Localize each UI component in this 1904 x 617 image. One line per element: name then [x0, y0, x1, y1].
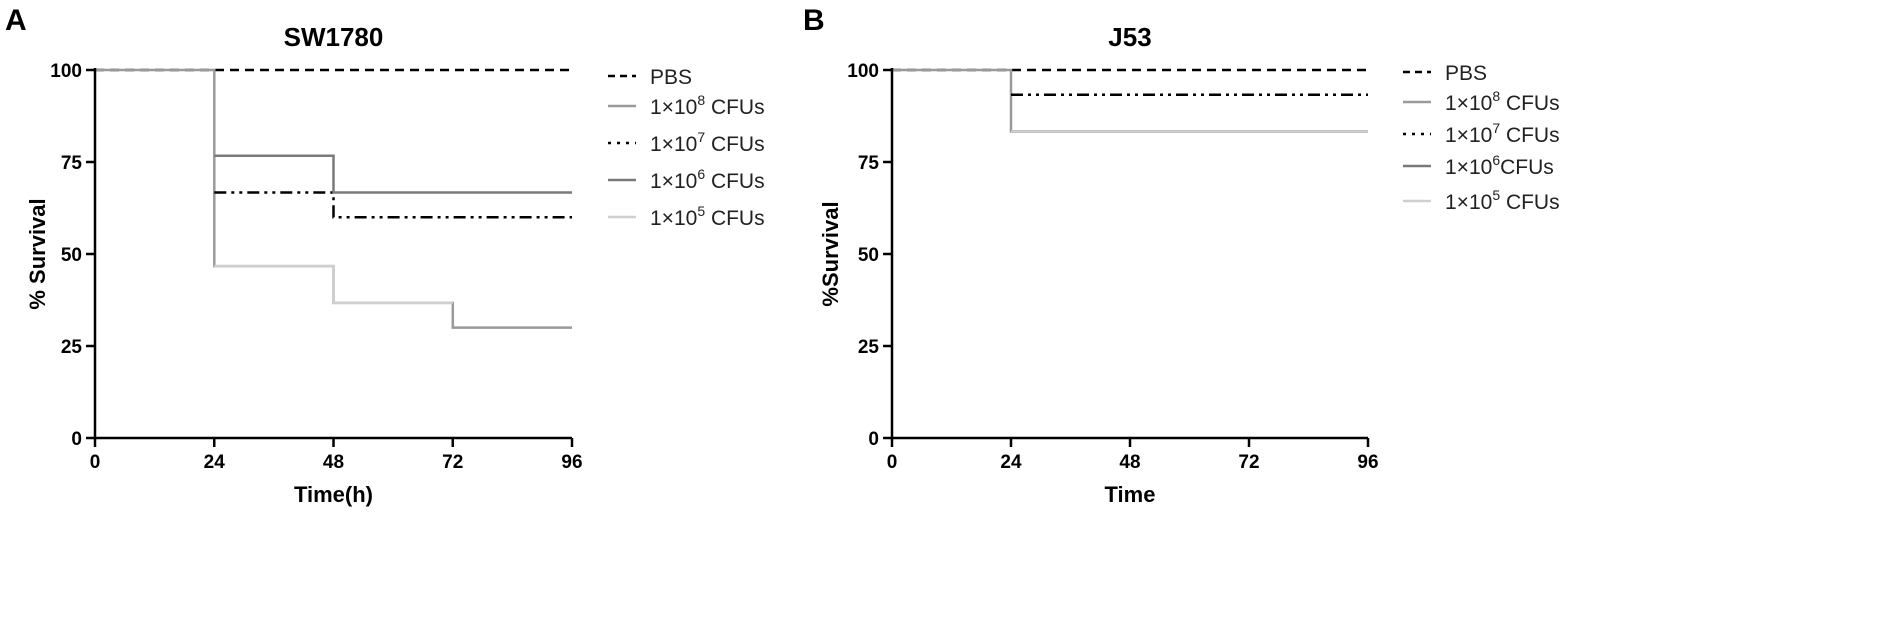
legend-label-exponent: 8	[1492, 88, 1500, 104]
legend-label: 1×105 CFUs	[650, 203, 765, 230]
x-tick-label: 24	[1000, 452, 1022, 473]
legend-label: 1×108 CFUs	[650, 92, 765, 119]
x-axis-title: Time	[1105, 482, 1156, 507]
legend-label: 1×106CFUs	[1445, 152, 1554, 179]
legend-label-unit: CFUs	[1500, 124, 1560, 147]
legend-label-exponent: 6	[697, 166, 705, 182]
x-tick-label: 0	[90, 452, 101, 473]
legend-label: 1×107 CFUs	[1445, 120, 1560, 147]
legend-label-exponent: 8	[697, 92, 705, 108]
legend-label: 1×105 CFUs	[1445, 187, 1560, 214]
legend-label-exponent: 6	[1492, 152, 1500, 168]
x-tick-label: 48	[1119, 452, 1140, 473]
legend-label-unit: CFUs	[705, 207, 765, 230]
x-tick-label: 96	[1357, 452, 1378, 473]
chart-title: SW1780	[284, 22, 384, 52]
legend-label-text: 1×10	[650, 96, 697, 119]
x-tick-label: 72	[1238, 452, 1259, 473]
y-tick-label: 50	[858, 245, 879, 266]
legend-label: 1×106 CFUs	[650, 166, 765, 193]
panel-label: B	[803, 4, 825, 37]
y-tick-label: 25	[61, 337, 83, 358]
axes-lines	[93, 68, 572, 440]
y-axis-title: %Survival	[818, 201, 843, 306]
axes-lines	[890, 68, 1368, 440]
x-tick-label: 48	[323, 452, 344, 473]
legend-label-unit: CFUs	[1500, 191, 1560, 214]
x-tick-label: 96	[561, 452, 582, 473]
y-tick-label: 0	[868, 429, 879, 450]
legend-label-text: 1×10	[1445, 92, 1492, 115]
legend-label-exponent: 5	[1492, 187, 1500, 203]
chart-title: J53	[1108, 22, 1151, 52]
legend-label-text: PBS	[650, 66, 692, 89]
series-line-3	[214, 191, 572, 219]
legend-label-text: 1×10	[1445, 191, 1492, 214]
legend-label-unit: CFUs	[1500, 156, 1554, 179]
legend-label-exponent: 7	[697, 129, 705, 145]
y-tick-label: 50	[61, 245, 82, 266]
series-line-5	[214, 264, 453, 305]
series-line-4	[214, 154, 572, 194]
legend-label: PBS	[1445, 62, 1487, 85]
legend-label: PBS	[650, 66, 692, 89]
legend-label-text: 1×10	[650, 207, 697, 230]
panel-label: A	[5, 4, 27, 37]
series-line-2	[892, 68, 1368, 133]
legend-label-text: 1×10	[1445, 156, 1492, 179]
y-tick-label: 75	[858, 153, 880, 174]
legend-label-text: PBS	[1445, 62, 1487, 85]
y-tick-label: 0	[71, 429, 82, 450]
legend-label-text: 1×10	[650, 170, 697, 193]
y-tick-label: 100	[847, 61, 879, 82]
legend-label-unit: CFUs	[705, 170, 765, 193]
legend-label-text: 1×10	[650, 133, 697, 156]
y-axis-title: % Survival	[25, 198, 50, 309]
y-tick-label: 100	[50, 61, 82, 82]
legend-label-unit: CFUs	[1500, 92, 1560, 115]
y-tick-label: 25	[858, 337, 880, 358]
legend-label: 1×108 CFUs	[1445, 88, 1560, 115]
series-group	[892, 68, 1368, 133]
legend-label-unit: CFUs	[705, 96, 765, 119]
legend-label-unit: CFUs	[705, 133, 765, 156]
x-tick-label: 0	[887, 452, 898, 473]
series-group	[95, 68, 572, 329]
x-tick-label: 72	[442, 452, 463, 473]
x-axis-title: Time(h)	[294, 482, 373, 507]
legend-label-text: 1×10	[1445, 124, 1492, 147]
legend-label-exponent: 5	[697, 203, 705, 219]
y-tick-label: 75	[61, 153, 83, 174]
legend-label: 1×107 CFUs	[650, 129, 765, 156]
legend-label-exponent: 7	[1492, 120, 1500, 136]
x-tick-label: 24	[204, 452, 226, 473]
